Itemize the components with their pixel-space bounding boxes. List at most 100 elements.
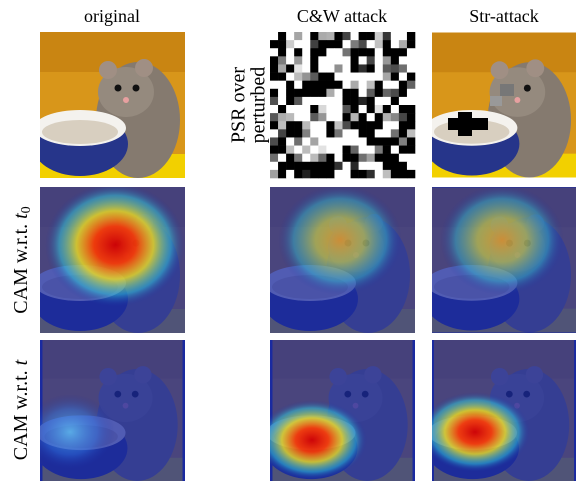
- noise-cell: [343, 32, 351, 40]
- noise-cell: [326, 56, 334, 64]
- noise-cell: [334, 154, 342, 162]
- noise-cell: [367, 121, 375, 129]
- noise-cell: [391, 97, 399, 105]
- noise-cell: [278, 121, 286, 129]
- noise-cell: [351, 40, 359, 48]
- noise-cell: [383, 121, 391, 129]
- noise-cell: [278, 129, 286, 137]
- noise-cell: [334, 89, 342, 97]
- noise-cell: [334, 146, 342, 154]
- noise-cell: [383, 32, 391, 40]
- noise-cell: [407, 129, 415, 137]
- noise-cell: [391, 113, 399, 121]
- noise-cell: [294, 121, 302, 129]
- noise-cell: [334, 73, 342, 81]
- noise-cell: [351, 73, 359, 81]
- cam-map: [424, 185, 576, 333]
- noise-cell: [391, 73, 399, 81]
- noise-cell: [310, 48, 318, 56]
- noise-cell: [270, 146, 278, 154]
- noise-cell: [375, 56, 383, 64]
- noise-cell: [383, 129, 391, 137]
- row-label: CAM w.r.t. t: [10, 359, 32, 460]
- label-text: CAM w.r.t.: [10, 224, 32, 314]
- noise-cell: [351, 89, 359, 97]
- noise-cell: [407, 97, 415, 105]
- noise-cell: [302, 105, 310, 113]
- column-header: original: [84, 6, 140, 26]
- noise-cell: [375, 146, 383, 154]
- noise-cell: [334, 64, 342, 72]
- noise-cell: [359, 154, 367, 162]
- noise-cell: [367, 146, 375, 154]
- noise-cell: [407, 121, 415, 129]
- noise-cell: [326, 146, 334, 154]
- noise-cell: [375, 81, 383, 89]
- noise-cell: [383, 73, 391, 81]
- noise-cell: [367, 81, 375, 89]
- noise-cell: [318, 40, 326, 48]
- noise-cell: [286, 32, 294, 40]
- noise-cell: [343, 48, 351, 56]
- noise-cell: [375, 89, 383, 97]
- noise-cell: [391, 105, 399, 113]
- noise-cell: [334, 137, 342, 145]
- noise-cell: [294, 137, 302, 145]
- noise-cell: [383, 113, 391, 121]
- photo: [424, 33, 576, 178]
- noise-cell: [391, 154, 399, 162]
- noise-cell: [302, 73, 310, 81]
- noise-cell: [334, 97, 342, 105]
- noise-cell: [270, 137, 278, 145]
- noise-cell: [367, 113, 375, 121]
- noise-cell: [310, 40, 318, 48]
- noise-cell: [310, 64, 318, 72]
- noise-cell: [351, 146, 359, 154]
- noise-cell: [310, 56, 318, 64]
- noise-cell: [343, 121, 351, 129]
- noise-cell: [343, 89, 351, 97]
- noise-cell: [326, 64, 334, 72]
- noise-cell: [294, 48, 302, 56]
- noise-cell: [343, 113, 351, 121]
- noise-cell: [326, 129, 334, 137]
- noise-cell: [375, 105, 383, 113]
- noise-cell: [326, 113, 334, 121]
- noise-cell: [318, 137, 326, 145]
- noise-cell: [302, 97, 310, 105]
- noise-cell: [407, 137, 415, 145]
- noise-cell: [294, 162, 302, 170]
- noise-cell: [351, 162, 359, 170]
- noise-cell: [399, 170, 407, 178]
- noise-cell: [286, 73, 294, 81]
- noise-cell: [310, 137, 318, 145]
- noise-cell: [294, 97, 302, 105]
- noise-cell: [302, 56, 310, 64]
- noise-cell: [318, 64, 326, 72]
- noise-cell: [278, 56, 286, 64]
- noise-cell: [399, 81, 407, 89]
- noise-cell: [375, 129, 383, 137]
- noise-cell: [391, 32, 399, 40]
- noise-cell: [318, 73, 326, 81]
- noise-cell: [302, 154, 310, 162]
- noise-cell: [359, 162, 367, 170]
- noise-cell: [359, 56, 367, 64]
- noise-cell: [375, 170, 383, 178]
- noise-cell: [318, 170, 326, 178]
- noise-cell: [294, 56, 302, 64]
- noise-cell: [359, 97, 367, 105]
- noise-cell: [367, 48, 375, 56]
- noise-cell: [367, 129, 375, 137]
- cam-map: [257, 340, 415, 481]
- noise-cell: [278, 48, 286, 56]
- noise-cell: [318, 121, 326, 129]
- noise-cell: [367, 105, 375, 113]
- noise-cell: [318, 81, 326, 89]
- noise-cell: [286, 105, 294, 113]
- noise-cell: [343, 64, 351, 72]
- noise-cell: [407, 170, 415, 178]
- noise-cell: [343, 146, 351, 154]
- noise-cell: [286, 48, 294, 56]
- noise-cell: [359, 137, 367, 145]
